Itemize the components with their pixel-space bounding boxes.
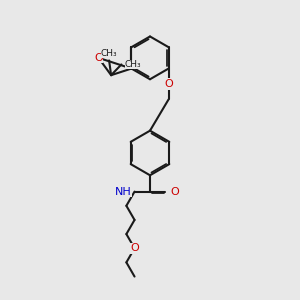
Text: CH₃: CH₃ bbox=[101, 49, 117, 58]
Text: O: O bbox=[130, 243, 139, 253]
Text: O: O bbox=[170, 187, 179, 196]
Text: O: O bbox=[164, 79, 173, 89]
Text: O: O bbox=[94, 53, 103, 63]
Text: CH₃: CH₃ bbox=[125, 60, 142, 69]
Text: NH: NH bbox=[115, 187, 132, 196]
